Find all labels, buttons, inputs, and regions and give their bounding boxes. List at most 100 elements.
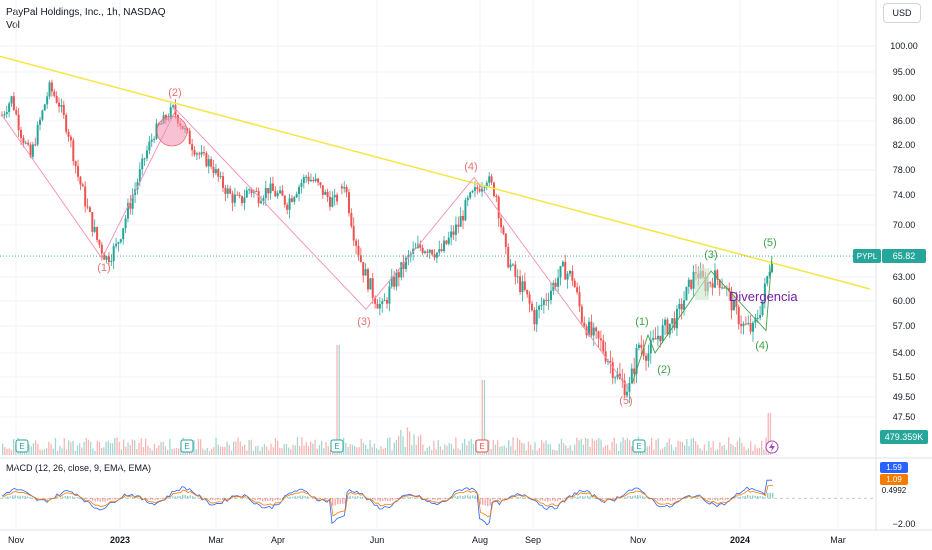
volume-bar — [327, 445, 329, 455]
volume-bar — [235, 441, 237, 455]
volume-bar — [428, 446, 431, 455]
volume-bar — [92, 448, 94, 455]
macd-histogram-bar — [332, 498, 334, 506]
volume-bar — [373, 443, 376, 455]
volume-bar — [213, 447, 215, 455]
candle-body — [169, 107, 172, 119]
volume-bar — [523, 443, 525, 455]
candle-body — [661, 325, 664, 342]
volume-bar — [490, 448, 492, 455]
candle-body — [485, 182, 488, 188]
macd-histogram-bar — [324, 498, 326, 499]
macd-histogram-bar — [519, 497, 521, 499]
macd-histogram-bar — [639, 495, 641, 499]
macd-histogram-bar — [544, 498, 546, 502]
macd-histogram-bar — [367, 498, 369, 499]
candle-body — [450, 231, 453, 238]
candle-body — [535, 309, 538, 325]
candle-body — [172, 105, 175, 108]
candle-body — [212, 166, 215, 174]
volume-bar — [587, 438, 589, 455]
macd-histogram-bar — [189, 495, 191, 499]
macd-histogram-bar — [669, 498, 671, 501]
volume-bar — [57, 450, 59, 455]
green-wave-label: (4) — [755, 340, 768, 352]
macd-histogram-bar — [704, 498, 706, 499]
candle-body — [153, 138, 156, 140]
volume-label[interactable]: Vol — [6, 20, 20, 31]
macd-histogram-bar — [17, 495, 19, 499]
macd-histogram-bar — [114, 498, 116, 500]
volume-bar — [534, 442, 536, 455]
volume-bar — [505, 447, 508, 455]
volume-bar — [81, 447, 83, 455]
candle-body — [759, 315, 762, 319]
volume-bar — [10, 450, 13, 455]
macd-histogram-bar — [744, 495, 746, 499]
volume-bar — [215, 437, 217, 455]
macd-histogram-bar — [69, 496, 71, 499]
candle-body — [687, 279, 690, 287]
volume-bar — [43, 449, 46, 455]
volume-bar — [631, 446, 633, 455]
volume-bar — [283, 444, 285, 455]
volume-bar — [411, 445, 413, 455]
candle-body — [279, 190, 282, 194]
macd-histogram-bar — [437, 498, 439, 501]
candle-body — [635, 347, 638, 374]
symbol-title[interactable]: PayPal Holdings, Inc., 1h, NASDAQ — [6, 7, 166, 18]
candle-body — [614, 377, 617, 379]
macd-histogram-bar — [264, 498, 266, 502]
macd-histogram-bar — [67, 495, 69, 499]
candle-body — [69, 136, 72, 141]
candle-body — [459, 215, 462, 227]
volume-bar — [492, 439, 494, 455]
candle-body — [58, 102, 61, 107]
volume-bar — [153, 443, 156, 455]
macd-histogram-bar — [602, 498, 604, 500]
candle-body — [224, 187, 227, 194]
macd-histogram-bar — [772, 492, 774, 499]
candle-body — [343, 187, 346, 189]
volume-bar — [728, 437, 730, 455]
macd-histogram-bar — [729, 498, 731, 500]
candle-body — [628, 382, 631, 392]
macd-histogram-bar — [47, 498, 49, 500]
candle-body — [561, 261, 564, 267]
macd-histogram-bar — [244, 497, 246, 499]
candle-body — [521, 281, 524, 293]
candle-body — [155, 123, 158, 139]
candle-body — [271, 183, 274, 191]
price-tick-label: 51.50 — [893, 372, 916, 382]
candle-body — [742, 323, 745, 327]
candle-body — [457, 224, 460, 227]
volume-bar — [175, 448, 178, 455]
macd-histogram-bar — [362, 496, 364, 499]
volume-bar — [468, 440, 470, 455]
volume-bar — [224, 446, 226, 455]
red-wave-label: (1) — [97, 262, 110, 274]
macd-histogram-bar — [92, 498, 94, 501]
macd-histogram-bar — [589, 496, 591, 499]
wave-3-box — [695, 268, 709, 300]
macd-histogram-bar — [344, 498, 346, 504]
macd-histogram-bar — [12, 495, 14, 499]
currency-button[interactable]: USD — [883, 3, 921, 23]
candle-body — [590, 321, 593, 336]
volume-bar — [197, 439, 200, 455]
macd-histogram-bar — [632, 495, 634, 499]
candle-body — [62, 105, 65, 115]
volume-bar — [668, 438, 670, 455]
volume-bar — [422, 444, 424, 455]
macd-histogram-bar — [712, 498, 714, 500]
volume-bar — [2, 443, 4, 455]
macd-label[interactable]: MACD (12, 26, close, 9, EMA, EMA) — [6, 463, 152, 473]
candle-body — [573, 280, 576, 288]
volume-bar — [239, 441, 241, 455]
candle-body — [290, 198, 293, 202]
candle-body — [424, 251, 427, 254]
volume-bar — [208, 450, 211, 455]
candle-body — [309, 179, 312, 182]
candle-body — [395, 272, 398, 287]
